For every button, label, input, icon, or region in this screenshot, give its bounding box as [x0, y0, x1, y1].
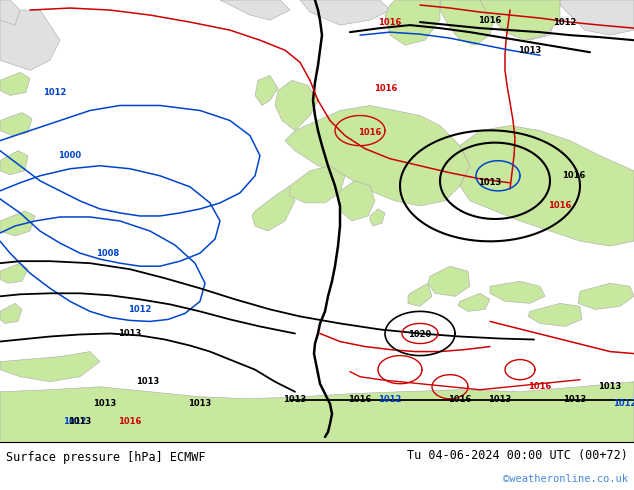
- Text: 1013: 1013: [598, 382, 621, 391]
- Polygon shape: [578, 283, 634, 309]
- Text: 1013: 1013: [93, 399, 117, 408]
- Polygon shape: [290, 166, 345, 203]
- Polygon shape: [0, 382, 634, 442]
- Text: Surface pressure [hPa] ECMWF: Surface pressure [hPa] ECMWF: [6, 451, 206, 464]
- Text: 1013: 1013: [564, 395, 586, 404]
- Text: 1016: 1016: [358, 128, 382, 137]
- Polygon shape: [408, 283, 432, 306]
- Polygon shape: [528, 303, 582, 326]
- Polygon shape: [220, 0, 290, 20]
- Polygon shape: [0, 10, 60, 71]
- Text: 1008: 1008: [96, 248, 120, 258]
- Text: 1000: 1000: [58, 151, 82, 160]
- Polygon shape: [385, 0, 440, 45]
- Text: Tu 04-06-2024 00:00 UTC (00+72): Tu 04-06-2024 00:00 UTC (00+72): [407, 449, 628, 462]
- Text: 1016: 1016: [478, 16, 501, 24]
- Polygon shape: [0, 303, 22, 323]
- Text: 1016: 1016: [119, 417, 141, 426]
- Polygon shape: [252, 186, 295, 231]
- Polygon shape: [560, 0, 634, 35]
- Polygon shape: [480, 0, 560, 40]
- Polygon shape: [490, 281, 545, 303]
- Polygon shape: [275, 80, 318, 131]
- Polygon shape: [0, 211, 35, 236]
- Text: 1016: 1016: [562, 172, 586, 180]
- Text: 1013: 1013: [519, 46, 541, 55]
- Polygon shape: [440, 0, 495, 45]
- Polygon shape: [285, 105, 470, 206]
- Text: 1012: 1012: [613, 399, 634, 408]
- Text: 1016: 1016: [374, 84, 398, 93]
- Polygon shape: [0, 352, 100, 382]
- Polygon shape: [0, 151, 28, 175]
- Text: 1012: 1012: [553, 18, 577, 26]
- Text: 1016: 1016: [378, 18, 402, 26]
- Polygon shape: [255, 75, 278, 105]
- Polygon shape: [428, 266, 470, 296]
- Polygon shape: [370, 209, 385, 226]
- Text: 1020: 1020: [408, 330, 432, 339]
- Text: 1016: 1016: [448, 395, 472, 404]
- Text: 1013: 1013: [119, 329, 141, 338]
- Text: ©weatheronline.co.uk: ©weatheronline.co.uk: [503, 474, 628, 485]
- Text: 1013: 1013: [479, 178, 501, 187]
- Polygon shape: [480, 0, 555, 40]
- Text: 1016: 1016: [548, 201, 572, 210]
- Polygon shape: [0, 263, 28, 283]
- Polygon shape: [460, 125, 634, 246]
- Text: 1012: 1012: [43, 88, 67, 97]
- Polygon shape: [458, 294, 490, 312]
- Text: 1013: 1013: [283, 395, 307, 404]
- Text: 1016: 1016: [348, 395, 372, 404]
- Text: 1012: 1012: [63, 417, 87, 426]
- Polygon shape: [0, 0, 20, 25]
- Text: 1016: 1016: [528, 382, 552, 391]
- Polygon shape: [338, 181, 375, 221]
- Polygon shape: [0, 73, 30, 96]
- Text: 1012: 1012: [378, 395, 402, 404]
- Text: 1013: 1013: [488, 395, 512, 404]
- Text: 1013: 1013: [188, 399, 212, 408]
- Polygon shape: [300, 0, 390, 25]
- Text: 1013: 1013: [136, 377, 160, 386]
- Polygon shape: [0, 113, 32, 136]
- Text: 1012: 1012: [128, 305, 152, 314]
- Text: 1013: 1013: [68, 417, 92, 426]
